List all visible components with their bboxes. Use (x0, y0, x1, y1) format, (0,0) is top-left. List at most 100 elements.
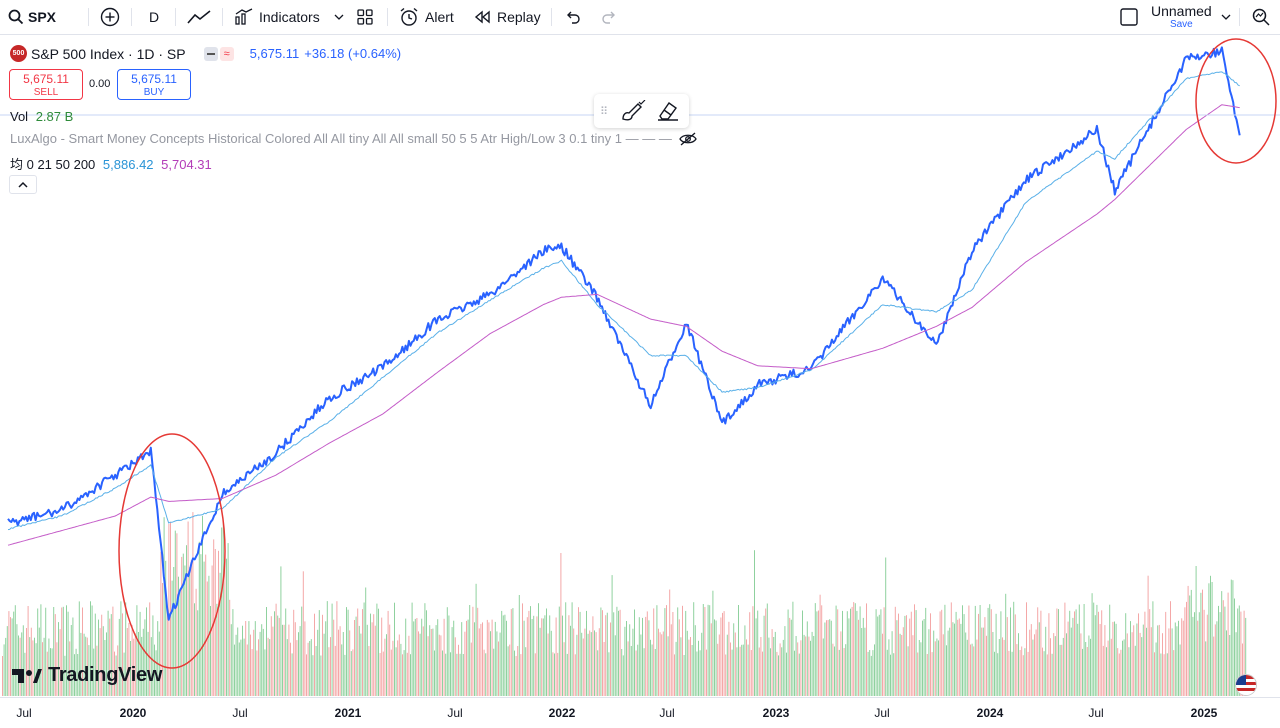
volume-bar (854, 603, 856, 696)
volume-bar (139, 611, 141, 696)
square-icon (1120, 8, 1138, 26)
volume-bar (304, 621, 306, 696)
volume-bar (1085, 642, 1087, 696)
undo-icon (567, 11, 580, 24)
volume-bar (386, 634, 387, 696)
time-tick: 2021 (334, 706, 362, 720)
volume-bar (37, 608, 39, 696)
layouts-button[interactable] (356, 0, 374, 34)
volume-bar (1243, 610, 1245, 696)
volume-bar (142, 628, 144, 696)
volume-bar (189, 567, 191, 696)
minus-icon[interactable] (203, 46, 218, 61)
volume-bar (1152, 601, 1154, 696)
volume-bar (1075, 609, 1077, 696)
volume-bar (744, 625, 746, 696)
sell-button[interactable]: 5,675.11 SELL (9, 69, 83, 100)
volume-bar (531, 619, 533, 696)
volume-bar (16, 624, 18, 696)
volume-bar (152, 615, 154, 696)
time-tick: Jul (16, 706, 32, 720)
legend-toggle-buttons[interactable]: ≈ (203, 46, 234, 61)
volume-bar (430, 629, 432, 696)
volume-bar (926, 654, 928, 696)
eraser-icon[interactable] (656, 100, 680, 122)
volume-bar (870, 655, 872, 696)
volume-bar (200, 554, 202, 696)
volume-bar (354, 620, 355, 696)
layout-name-button[interactable]: Unnamed Save (1151, 3, 1212, 31)
interval-button[interactable]: D (149, 9, 160, 25)
volume-bar (29, 637, 31, 696)
volume-bar (469, 605, 471, 696)
volume-bar (464, 631, 466, 696)
volume-bar (806, 621, 808, 696)
volume-bar (726, 634, 728, 696)
wave-icon[interactable]: ≈ (219, 46, 234, 61)
replay-button[interactable]: Replay (474, 0, 541, 34)
price-chart[interactable] (0, 36, 1280, 697)
volume-bar (635, 650, 637, 696)
volume-bar (314, 613, 315, 696)
ma-value-1: 5,886.42 (102, 157, 154, 172)
volume-bar (846, 611, 848, 696)
volume-bar (398, 634, 400, 696)
volume-bar (715, 620, 717, 696)
volume-bar (1074, 611, 1075, 696)
volume-bar (227, 543, 229, 696)
volume-bar (394, 602, 395, 696)
volume-bar (435, 625, 437, 696)
volume-bar (906, 615, 907, 696)
volume-bar (427, 636, 429, 696)
time-axis[interactable]: Jul 2020 Jul 2021 Jul 2022 Jul 2023 Jul … (0, 697, 1280, 728)
volume-bar (410, 654, 411, 696)
volume-bar (598, 628, 600, 696)
redo-button[interactable] (600, 0, 618, 34)
volume-bar (1091, 593, 1093, 696)
buy-button[interactable]: 5,675.11 BUY (117, 69, 191, 100)
indicators-button[interactable]: Indicators (234, 0, 344, 34)
volume-bar (192, 512, 194, 696)
volume-bar (451, 627, 453, 696)
us-flag-icon[interactable] (1235, 674, 1257, 696)
volume-bar (426, 610, 427, 696)
eye-off-icon[interactable] (679, 132, 698, 146)
volume-bar (730, 642, 731, 696)
chart-type-button[interactable] (186, 0, 212, 34)
volume-bar (501, 610, 503, 696)
grid-icon (357, 9, 373, 25)
undo-button[interactable] (564, 0, 582, 34)
volume-bar (291, 653, 293, 696)
volume-bar (434, 650, 435, 696)
volume-bar (1010, 607, 1011, 696)
volume-bar (3, 644, 5, 696)
volume-bar (123, 652, 125, 696)
volume-bar (778, 655, 779, 696)
drag-handle-icon[interactable]: ⠿ (600, 105, 609, 118)
volume-bar (77, 654, 79, 696)
chart-pane[interactable] (0, 36, 1280, 697)
volume-bar (1203, 609, 1205, 696)
volume-bar (747, 644, 749, 696)
layout-menu-button[interactable] (1221, 0, 1231, 34)
fullscreen-checkbox[interactable] (1119, 0, 1139, 34)
volume-bar (1070, 627, 1072, 696)
volume-bar (35, 643, 37, 696)
symbol-search-button[interactable]: SPX (8, 0, 56, 34)
volume-bar (787, 609, 789, 696)
volume-bar (242, 625, 243, 696)
volume-bar (987, 607, 989, 696)
quick-search-button[interactable] (1251, 0, 1271, 34)
collapse-legend-button[interactable] (9, 175, 37, 194)
alert-button[interactable]: Alert (399, 0, 454, 34)
volume-bar (1109, 604, 1111, 696)
volume-bar (610, 622, 611, 696)
volume-bar (26, 628, 27, 696)
volume-bar (821, 605, 823, 696)
volume-bar (813, 636, 815, 696)
volume-bar (694, 625, 696, 696)
volume-bar (32, 640, 34, 696)
brush-icon[interactable] (620, 100, 646, 122)
compare-button[interactable] (100, 0, 120, 34)
volume-bar (989, 604, 991, 696)
